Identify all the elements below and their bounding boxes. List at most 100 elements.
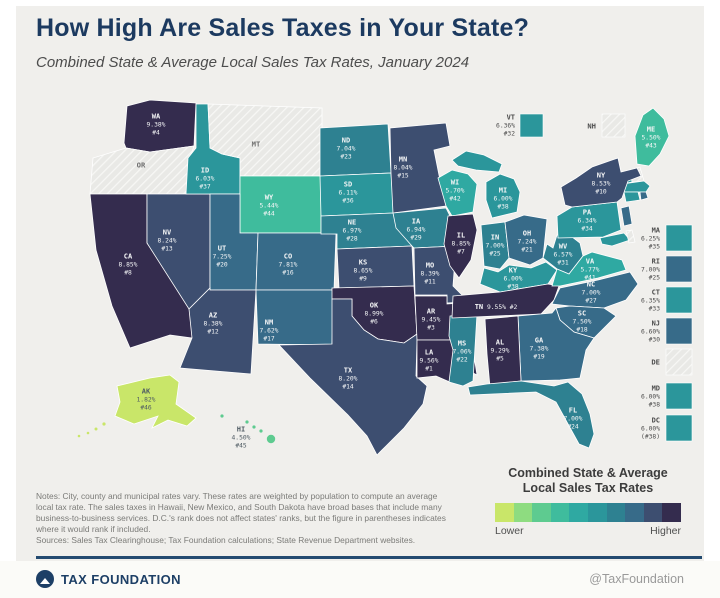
state-label-de: DE	[651, 358, 660, 367]
state-sliver-md	[599, 232, 631, 247]
state-label-or: OR	[137, 161, 146, 170]
state-ct	[665, 286, 693, 314]
brand: TAX FOUNDATION	[36, 570, 181, 588]
state-fl	[467, 380, 595, 449]
state-label-il: IL 8.85% #7	[452, 231, 471, 255]
page-title: How High Are Sales Taxes in Your State?	[36, 14, 530, 42]
state-az	[179, 287, 257, 375]
state-co	[255, 232, 337, 291]
state-ri	[665, 255, 693, 283]
state-label-oh: OH 7.24% #21	[518, 229, 537, 253]
state-ks	[336, 245, 415, 289]
state-label-va: VA 5.77% #41	[581, 257, 600, 281]
legend-swatch	[587, 502, 607, 522]
sources-text: Sources: Sales Tax Clearinghouse; Tax Fo…	[36, 535, 416, 546]
state-label-sc: SC 7.50% #18	[573, 309, 592, 333]
state-label-mn: MN 8.04% #15	[394, 155, 413, 179]
state-nh	[601, 113, 626, 138]
state-label-al: AL 9.29% #5	[491, 338, 510, 362]
legend-swatch	[625, 502, 644, 522]
state-hi-island	[245, 420, 249, 424]
state-label-me: ME 5.50% #43	[642, 125, 661, 149]
state-label-nm: NM 7.62% #17	[260, 318, 279, 342]
legend-title-line2: Local Sales Tax Rates	[522, 480, 654, 495]
state-label-sd: SD 6.11% #36	[339, 180, 358, 204]
notes-text: Notes: City, county and municipal rates …	[36, 491, 446, 535]
state-label-nh: NH	[587, 122, 596, 131]
legend-swatch	[569, 502, 588, 522]
legend-lower-label: Lower	[495, 524, 524, 537]
state-md	[665, 382, 693, 410]
state-label-ar: AR 9.45% #3	[422, 307, 441, 331]
state-label-ia: IA 6.94% #29	[407, 217, 426, 241]
state-label-tn: TN 9.55% #2	[475, 303, 518, 311]
brand-name: TAX FOUNDATION	[61, 571, 181, 587]
state-sliver-nj	[620, 205, 633, 227]
state-label-mt: MT	[252, 140, 261, 149]
state-label-ri: RI 7.00% #25	[641, 257, 660, 281]
state-label-fl: FL 7.00% #24	[564, 406, 583, 430]
legend-swatch	[606, 502, 626, 522]
state-label-la: LA 9.56% #1	[420, 348, 439, 372]
state-label-ut: UT 7.25% #20	[213, 244, 232, 268]
state-dc	[665, 414, 693, 442]
state-tx	[278, 298, 428, 456]
legend-higher-label: Higher	[650, 524, 681, 537]
state-hi-island	[266, 434, 276, 444]
state-label-ca: CA 8.85% #8	[119, 252, 138, 276]
state-hi-island	[259, 429, 263, 433]
state-ak-island	[102, 422, 106, 426]
tax-foundation-logo-icon	[36, 570, 54, 588]
state-ak-island	[94, 427, 98, 431]
legend-swatch	[495, 502, 514, 522]
state-ga	[517, 307, 595, 382]
state-ms	[448, 313, 478, 387]
state-label-ma: MA 6.25% #35	[641, 226, 661, 250]
state-label-nd: ND 7.04% #23	[337, 136, 356, 160]
state-me	[634, 107, 670, 167]
legend-swatch	[643, 502, 663, 522]
state-label-in: IN 7.00% #25	[486, 233, 505, 257]
state-sliver-ct	[623, 191, 641, 203]
state-wy	[239, 175, 322, 234]
state-ak-island	[77, 434, 81, 438]
legend-swatch	[532, 502, 551, 522]
state-label-co: CO 7.81% #16	[279, 252, 298, 276]
state-label-az: AZ 8.38% #12	[204, 311, 223, 335]
footer-rule	[36, 556, 702, 559]
legend: Combined State & Average Local Sales Tax…	[468, 466, 708, 537]
state-label-wa: WA 9.38% #4	[147, 112, 166, 136]
state-label-wi: WI 5.70% #42	[446, 178, 465, 202]
state-label-wy: WY 5.44% #44	[260, 193, 279, 217]
legend-title-line1: Combined State & Average	[508, 466, 668, 480]
footer: TAX FOUNDATION @TaxFoundation	[36, 567, 684, 591]
state-label-ky: KY 6.00% #38	[504, 266, 523, 290]
footer-strip	[0, 561, 720, 598]
state-label-mi: MI 6.00% #38	[494, 186, 513, 210]
state-label-hi: HI 4.50% #45	[232, 425, 251, 449]
state-label-ga: GA 7.38% #19	[530, 336, 549, 360]
twitter-handle: @TaxFoundation	[589, 572, 684, 586]
state-nj	[665, 317, 693, 345]
state-label-nj: NJ 6.60% #30	[641, 319, 660, 343]
state-mi	[451, 150, 521, 219]
state-tn	[451, 283, 560, 319]
notes-block: Notes: City, county and municipal rates …	[36, 491, 450, 546]
state-va	[551, 251, 627, 287]
state-ak	[114, 374, 197, 429]
state-label-ny: NY 8.53% #10	[592, 171, 611, 195]
state-nd	[319, 123, 392, 177]
state-label-id: ID 6.03% #37	[196, 166, 215, 190]
state-sliver-ri	[639, 191, 649, 201]
legend-color-scale	[495, 502, 681, 522]
state-de	[665, 348, 693, 376]
state-hi-island	[220, 414, 224, 418]
state-label-md: MD 6.00% #38	[641, 384, 660, 408]
state-ak-island	[86, 431, 90, 435]
state-label-ct: CT 6.35% #33	[641, 288, 660, 312]
state-in	[480, 221, 510, 270]
state-label-wv: WV 6.57% #31	[554, 242, 573, 266]
state-wi	[437, 169, 478, 217]
state-sliver-de	[625, 229, 636, 244]
page-subtitle: Combined State & Average Local Sales Tax…	[36, 54, 470, 71]
